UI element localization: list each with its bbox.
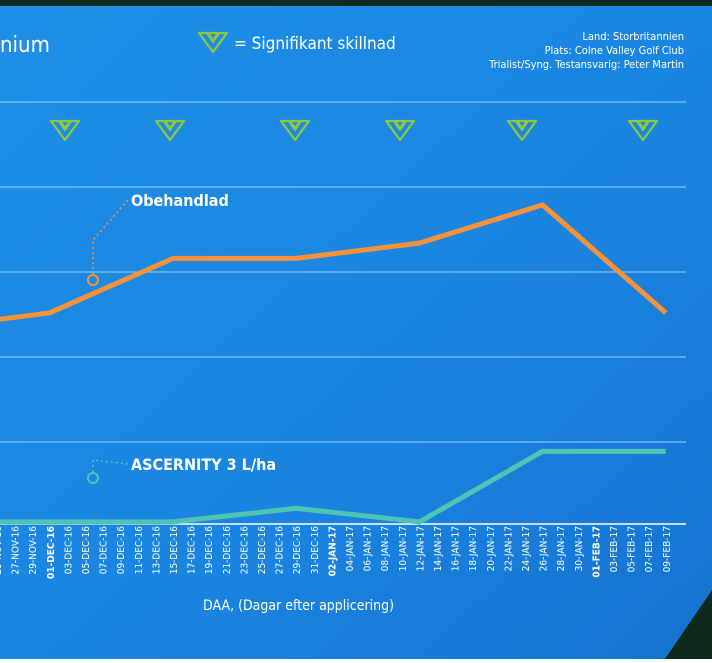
x-tick-label: 29-DEC-16	[292, 526, 303, 575]
x-tick-label: 29-NOV-16	[28, 526, 39, 575]
x-tick-label: 04-JAN-17	[345, 526, 356, 571]
x-tick-label: 21-DEC-16	[222, 526, 233, 575]
x-tick-label: 03-DEC-16	[63, 526, 74, 575]
x-axis-label: DAA, (Dagar efter applicering)	[203, 598, 394, 614]
top-strip	[0, 0, 712, 6]
series-label: Obehandlad	[131, 191, 229, 210]
x-tick-label: 05-FEB-17	[627, 526, 638, 572]
x-tick-label: 07-DEC-16	[99, 526, 110, 575]
x-tick-label: 02-JAN-17	[327, 526, 338, 576]
x-tick-label: 19-DEC-16	[204, 526, 215, 575]
x-tick-label: 16-JAN-17	[451, 526, 462, 571]
info-line: Trialist/Syng. Testansvarig: Peter Marti…	[488, 58, 684, 71]
x-tick-label: 15-DEC-16	[169, 526, 180, 575]
x-tick-label: 25-NOV-16	[0, 526, 4, 575]
x-tick-label: 27-DEC-16	[275, 526, 286, 575]
series-label: ASCERNITY 3 L/ha	[131, 455, 276, 474]
x-tick-label: 22-JAN-17	[503, 526, 514, 571]
x-tick-label: 08-JAN-17	[380, 526, 391, 571]
x-tick-label: 09-DEC-16	[116, 526, 127, 575]
chart-title: nium	[0, 33, 50, 58]
x-tick-label: 09-FEB-17	[662, 526, 673, 572]
info-line: Land: Storbritannien	[582, 30, 684, 43]
x-tick-label: 20-JAN-17	[486, 526, 497, 571]
x-tick-label: 23-DEC-16	[239, 526, 250, 575]
info-line: Plats: Colne Valley Golf Club	[545, 44, 684, 57]
chart: nium = Signifikant skillnad Land: Storbr…	[0, 0, 712, 659]
x-tick-label: 01-DEC-16	[46, 526, 57, 579]
x-tick-label: 11-DEC-16	[134, 526, 145, 575]
x-tick-label: 30-JAN-17	[574, 526, 585, 571]
x-tick-label: 03-FEB-17	[609, 526, 620, 572]
x-tick-label: 28-JAN-17	[556, 526, 567, 571]
x-tick-label: 25-DEC-16	[257, 526, 268, 575]
x-tick-label: 10-JAN-17	[398, 526, 409, 571]
x-tick-label: 24-JAN-17	[521, 526, 532, 571]
x-tick-label: 31-DEC-16	[310, 526, 321, 575]
x-tick-label: 07-FEB-17	[644, 526, 655, 572]
x-tick-label: 12-JAN-17	[415, 526, 426, 571]
x-tick-label: 17-DEC-16	[187, 526, 198, 575]
x-tick-label: 27-NOV-16	[11, 526, 22, 575]
x-tick-label: 06-JAN-17	[363, 526, 374, 571]
x-tick-label: 26-JAN-17	[539, 526, 550, 571]
page: nium = Signifikant skillnad Land: Storbr…	[0, 0, 712, 659]
x-tick-label: 18-JAN-17	[468, 526, 479, 571]
legend-text: = Signifikant skillnad	[234, 34, 396, 54]
x-tick-label: 01-FEB-17	[591, 526, 602, 578]
x-tick-label: 05-DEC-16	[81, 526, 92, 575]
x-tick-label: 14-JAN-17	[433, 526, 444, 571]
x-tick-label: 13-DEC-16	[151, 526, 162, 575]
